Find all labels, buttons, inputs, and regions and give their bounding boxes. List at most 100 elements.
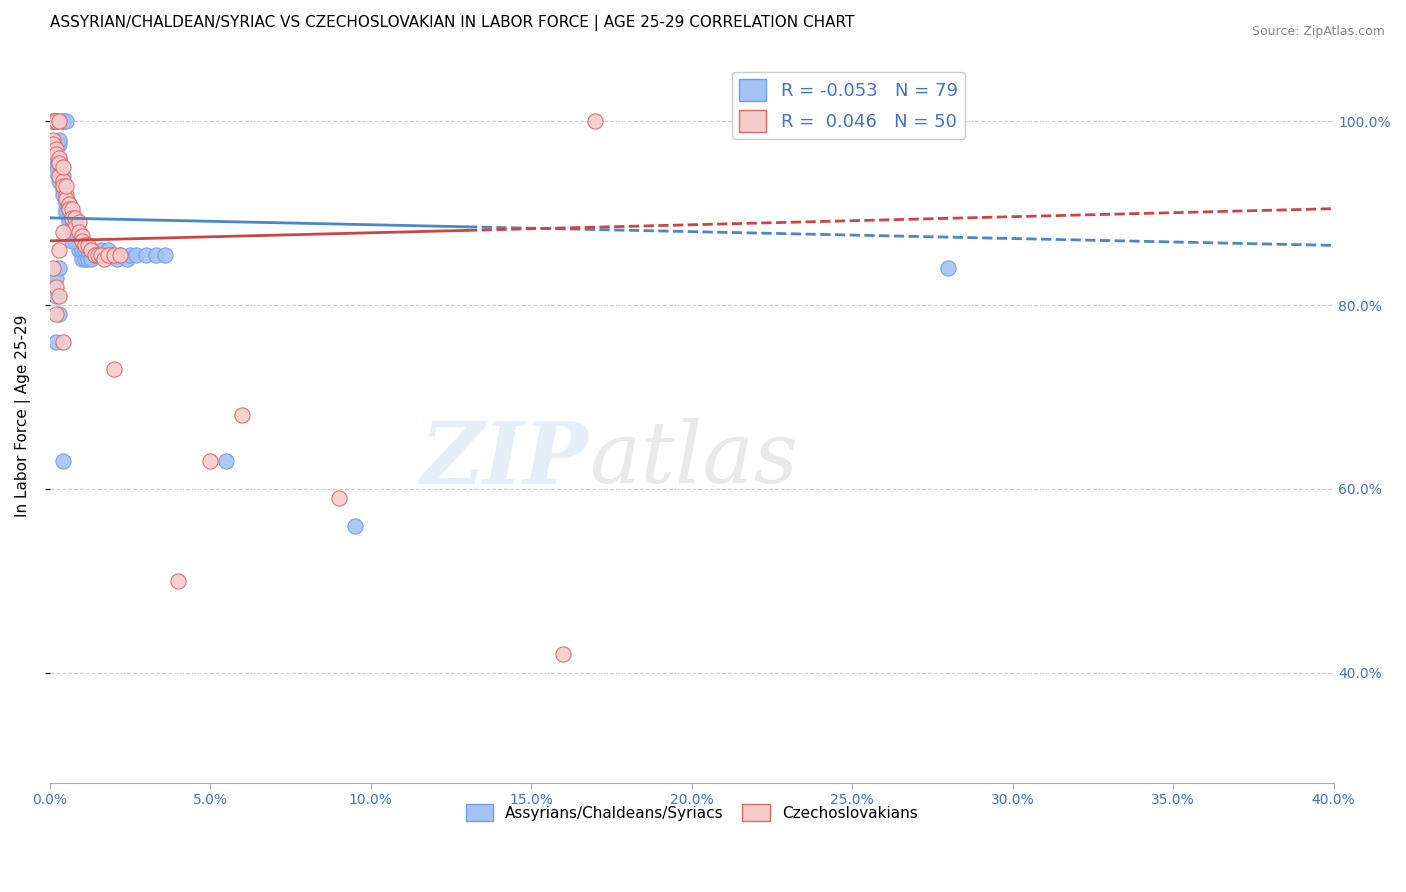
Point [73, 252, 96, 267]
Point [48, 289, 70, 303]
Point [52, 174, 75, 188]
Point [52, 114, 75, 128]
Point [60, 211, 83, 225]
Point [583, 114, 606, 128]
Legend: Assyrians/Chaldeans/Syriacs, Czechoslovakians: Assyrians/Chaldeans/Syriacs, Czechoslova… [460, 798, 924, 827]
Point [105, 252, 128, 267]
Point [125, 247, 148, 261]
Point [67, 225, 90, 239]
Point [45, 146, 67, 161]
Point [58, 211, 80, 225]
Point [48, 174, 70, 188]
Point [52, 454, 75, 468]
Point [48, 243, 70, 257]
Point [52, 178, 75, 193]
Point [48, 155, 70, 169]
Point [42, 146, 65, 161]
Point [343, 518, 366, 533]
Point [45, 161, 67, 175]
Point [42, 133, 65, 147]
Point [87, 247, 110, 261]
Point [80, 252, 103, 267]
Point [115, 252, 138, 267]
Point [103, 247, 125, 261]
Point [45, 334, 67, 349]
Point [52, 169, 75, 184]
Point [553, 648, 575, 662]
Point [93, 252, 115, 267]
Point [55, 206, 77, 220]
Point [73, 238, 96, 252]
Point [52, 114, 75, 128]
Point [96, 247, 118, 261]
Point [55, 202, 77, 216]
Point [73, 243, 96, 257]
Point [48, 155, 70, 169]
Point [42, 151, 65, 165]
Point [58, 202, 80, 216]
Point [52, 161, 75, 175]
Point [48, 307, 70, 321]
Point [83, 247, 105, 261]
Point [70, 247, 93, 261]
Point [60, 225, 83, 239]
Point [48, 261, 70, 276]
Point [70, 243, 93, 257]
Point [42, 261, 65, 276]
Point [96, 243, 118, 257]
Point [58, 197, 80, 211]
Point [65, 234, 87, 248]
Point [103, 247, 125, 261]
Point [80, 243, 103, 257]
Point [77, 243, 100, 257]
Point [55, 187, 77, 202]
Point [200, 454, 222, 468]
Point [58, 202, 80, 216]
Point [48, 151, 70, 165]
Point [90, 247, 112, 261]
Text: atlas: atlas [589, 418, 799, 501]
Point [135, 247, 157, 261]
Point [80, 243, 103, 257]
Point [45, 307, 67, 321]
Point [118, 247, 141, 261]
Point [45, 279, 67, 293]
Point [48, 137, 70, 152]
Point [65, 220, 87, 235]
Point [231, 409, 253, 423]
Point [60, 202, 83, 216]
Point [58, 215, 80, 229]
Point [328, 491, 350, 505]
Point [42, 137, 65, 152]
Point [65, 225, 87, 239]
Point [100, 247, 122, 261]
Point [65, 229, 87, 244]
Point [215, 454, 238, 468]
Point [60, 211, 83, 225]
Point [45, 289, 67, 303]
Point [45, 114, 67, 128]
Point [60, 220, 83, 235]
Point [42, 114, 65, 128]
Point [70, 252, 93, 267]
Point [67, 238, 90, 252]
Point [42, 279, 65, 293]
Point [48, 133, 70, 147]
Point [77, 252, 100, 267]
Point [42, 137, 65, 152]
Point [65, 211, 87, 225]
Text: ASSYRIAN/CHALDEAN/SYRIAC VS CZECHOSLOVAKIAN IN LABOR FORCE | AGE 25-29 CORRELATI: ASSYRIAN/CHALDEAN/SYRIAC VS CZECHOSLOVAK… [49, 15, 853, 31]
Point [52, 187, 75, 202]
Point [48, 114, 70, 128]
Text: Source: ZipAtlas.com: Source: ZipAtlas.com [1251, 25, 1385, 38]
Point [52, 183, 75, 197]
Point [45, 151, 67, 165]
Point [45, 165, 67, 179]
Point [55, 178, 77, 193]
Point [52, 334, 75, 349]
Point [83, 247, 105, 261]
Point [938, 261, 960, 276]
Point [48, 169, 70, 184]
Point [45, 114, 67, 128]
Point [90, 243, 112, 257]
